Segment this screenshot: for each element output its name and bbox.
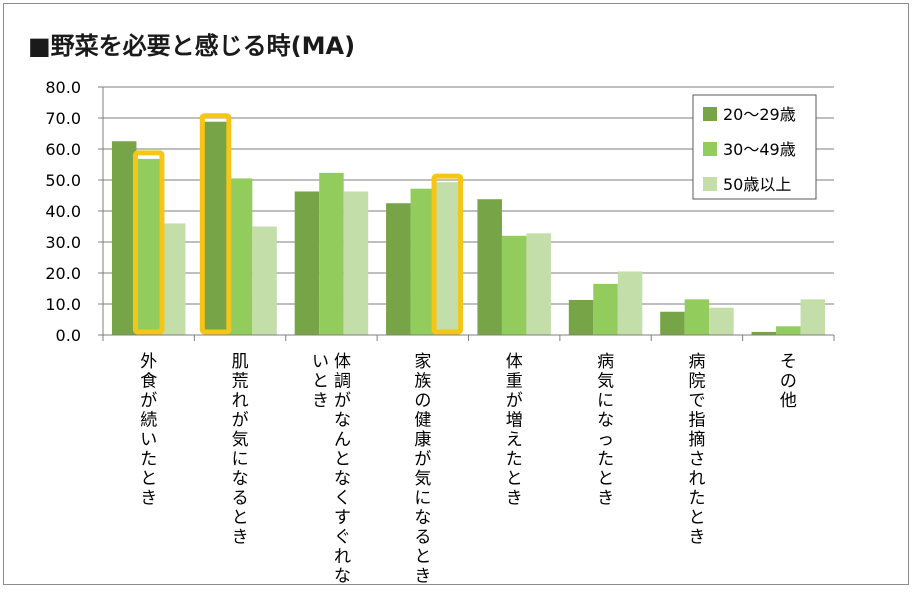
category-label: 家族の健康が気になるとき: [414, 352, 431, 587]
category-label: 体調がなんとなくすぐれな: [334, 352, 351, 587]
bar: [800, 299, 826, 335]
highlight-box: [132, 150, 165, 335]
category-label: 肌荒れが気になるとき: [232, 352, 249, 548]
y-tick-label: 30.0: [45, 233, 81, 252]
y-tick-label: 10.0: [45, 295, 81, 314]
bar: [136, 158, 161, 335]
y-tick-label: 70.0: [45, 109, 81, 128]
bar: [526, 233, 551, 335]
bar: [227, 178, 253, 335]
y-tick-label: 0.0: [56, 326, 81, 345]
bar: [477, 199, 502, 335]
bar: [709, 307, 734, 335]
highlight-box: [431, 173, 464, 335]
bar: [617, 271, 643, 335]
highlight-box: [199, 113, 232, 335]
category-label: その他: [780, 352, 797, 411]
category-label: 外食が続いたとき: [140, 352, 157, 509]
category-label: いとき: [312, 352, 329, 411]
y-tick-label: 40.0: [45, 202, 81, 221]
bar: [568, 299, 594, 335]
bar: [386, 203, 411, 335]
bar: [684, 299, 710, 335]
axes: [98, 86, 835, 341]
bar: [343, 191, 369, 335]
bar: [593, 283, 618, 335]
legend-swatch: [703, 177, 717, 191]
bar: [751, 331, 777, 335]
bar: [294, 191, 320, 335]
bar: [319, 172, 344, 335]
bar: [435, 182, 460, 335]
bar: [111, 141, 137, 335]
legend-swatch: [703, 142, 717, 156]
bar: [160, 223, 186, 335]
category-label: 体重が増えたとき: [506, 352, 523, 509]
category-label: 病院で指摘されたとき: [688, 352, 705, 548]
bar: [203, 121, 228, 335]
y-tick-label: 60.0: [45, 140, 81, 159]
y-tick-label: 20.0: [45, 264, 81, 283]
bars: [111, 121, 826, 335]
bar: [501, 235, 527, 335]
bar: [776, 326, 801, 335]
category-label: 病気になったとき: [597, 352, 614, 509]
y-tick-label: 80.0: [45, 78, 81, 97]
legend-label: 50歳以上: [723, 175, 791, 194]
legend: 20～29歳 30～49歳 50歳以上: [692, 94, 817, 200]
highlight-boxes: [132, 113, 464, 335]
bar: [660, 311, 685, 335]
chart-title: ■野菜を必要と感じる時(MA): [28, 32, 356, 60]
legend-swatch: [703, 107, 717, 121]
bar: [410, 188, 436, 335]
y-tick-label: 50.0: [45, 171, 81, 190]
y-tick-labels: 0.0 10.0 20.0 30.0 40.0 50.0 60.0 70.0 80.0: [45, 78, 81, 345]
legend-label: 20～29歳: [723, 105, 796, 124]
legend-label: 30～49歳: [723, 140, 796, 159]
bar: [252, 226, 277, 335]
